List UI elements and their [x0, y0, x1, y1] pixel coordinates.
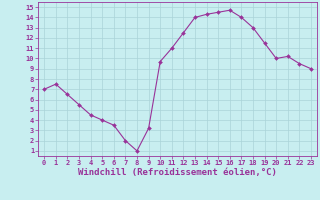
X-axis label: Windchill (Refroidissement éolien,°C): Windchill (Refroidissement éolien,°C): [78, 168, 277, 177]
